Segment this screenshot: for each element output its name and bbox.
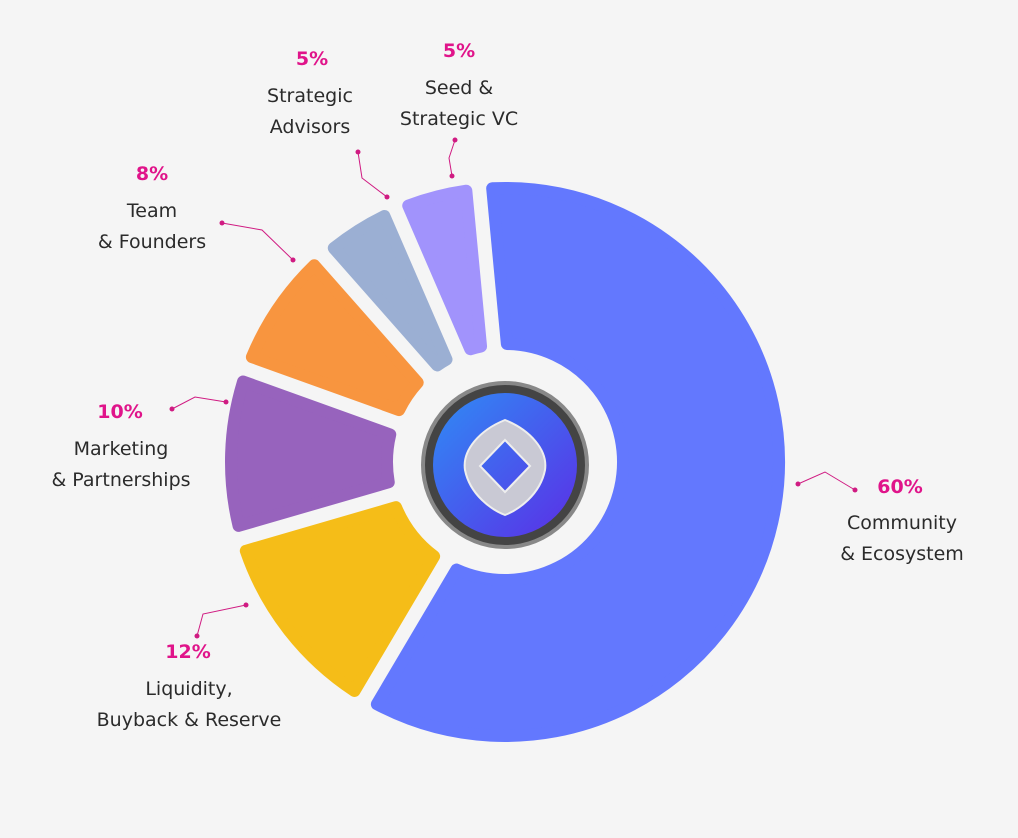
category-label: Liquidity, Buyback & Reserve xyxy=(96,678,282,731)
value-label: 10% xyxy=(97,401,143,423)
leader-dot xyxy=(852,487,858,493)
category-label: Community & Ecosystem xyxy=(840,512,964,565)
slice xyxy=(402,184,488,356)
leader-dot xyxy=(219,220,225,226)
leader-dot xyxy=(384,194,390,200)
category-label: Seed & Strategic VC xyxy=(399,77,519,130)
leader-line xyxy=(171,396,227,410)
slice xyxy=(225,375,397,532)
leader-dot xyxy=(194,633,200,639)
category-label: Marketing & Partnerships xyxy=(51,438,191,491)
leader-dot xyxy=(452,137,458,143)
leader-dot xyxy=(355,149,361,155)
leader-line xyxy=(196,604,247,637)
center-logo xyxy=(421,381,589,549)
leader-dot xyxy=(169,406,175,412)
slice xyxy=(327,209,453,372)
leader-dot xyxy=(223,399,229,405)
slice xyxy=(245,259,424,417)
slices xyxy=(225,182,785,742)
leader-dot xyxy=(290,257,296,263)
value-label: 5% xyxy=(295,48,329,70)
slice xyxy=(370,182,785,742)
value-label: 8% xyxy=(135,163,169,185)
leader-line xyxy=(357,151,388,198)
leader-line xyxy=(448,139,456,177)
slice xyxy=(239,501,441,697)
category-label: Strategic Advisors xyxy=(267,85,353,138)
leader-dot xyxy=(795,481,801,487)
value-label: 60% xyxy=(877,476,923,498)
value-label: 5% xyxy=(442,40,476,62)
leader-lines xyxy=(169,137,858,639)
leader-dot xyxy=(449,173,455,179)
leader-line xyxy=(221,222,294,261)
value-label: 12% xyxy=(165,641,211,663)
leader-dot xyxy=(243,602,249,608)
category-label: Team & Founders xyxy=(97,200,207,253)
leader-line xyxy=(797,471,856,491)
